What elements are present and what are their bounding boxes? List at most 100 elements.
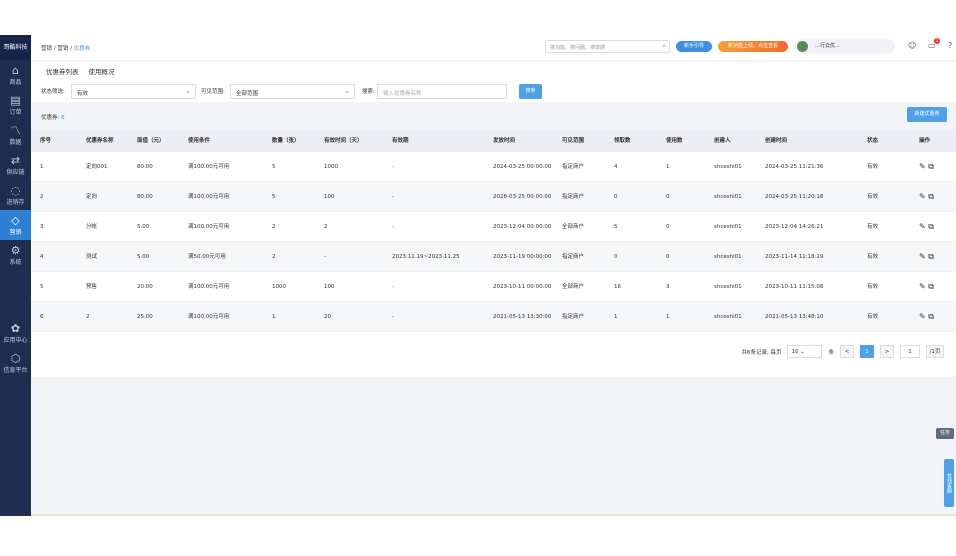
tab-usage[interactable]: 使用概况	[88, 68, 115, 76]
total-records: 共6条记录, 每页	[741, 349, 782, 356]
edit-icon[interactable]: ✎	[919, 162, 926, 171]
search-placeholder: 输入优惠券名称	[383, 91, 422, 97]
table-row: 2 定向 80.00 满100.00元可用 5 100 - 2028-03-25 00:00:…	[31, 182, 956, 212]
app: 哥酷科技 ⌂ 商品 ▤ 订单〽数据 ⇄ 供应链 ◌ 进销存 ◇ 营销 ⚙ 系统 ✿ 应用中心 ⬡ 信息平台 营…	[0, 35, 956, 516]
table-cell: 指定商户	[562, 194, 585, 200]
copy-icon[interactable]: ⧉	[928, 252, 934, 261]
copy-icon[interactable]: ⧉	[928, 192, 934, 201]
copy-icon[interactable]: ⧉	[928, 222, 934, 231]
chart-icon: 〽	[10, 123, 21, 137]
table-cell: 预售	[86, 284, 98, 290]
edit-icon[interactable]: ✎	[919, 192, 926, 201]
gear-icon: ⚙	[10, 243, 21, 257]
pagination: 共6条记录, 每页 10 ⌄ 条 < 1 > 1 /1页	[741, 344, 944, 359]
table-cell: 满100.00元可用	[188, 284, 230, 290]
help-icon[interactable]: ?	[948, 41, 953, 50]
copy-icon[interactable]: ⧉	[928, 162, 934, 171]
row-actions: ✎ ⧉	[919, 242, 934, 272]
search-icon[interactable]: ⌕	[662, 42, 666, 50]
filter-bar: 状态筛选: 有效 ⌄ 可见范围: 全部范围 ⌄ 搜索: 输入优惠券名称 搜索	[31, 80, 956, 102]
message-icon[interactable]: ▭	[928, 41, 936, 50]
table-cell: shceshi01	[714, 194, 742, 200]
sidebar-item-8[interactable]: ⬡ 信息平台	[0, 348, 31, 378]
user-name: …行云优…	[815, 43, 841, 49]
sidebar-item-3[interactable]: ⇄ 供应链	[0, 150, 31, 180]
coupon-search-input[interactable]: 输入优惠券名称	[377, 84, 507, 99]
table-cell: -	[392, 164, 394, 170]
table-cell: 2023-11-14 11:18:19	[765, 254, 824, 260]
new-coupon-button[interactable]: 新建优惠券	[907, 107, 947, 122]
breadcrumb-current: 优惠券	[73, 45, 91, 52]
edit-icon[interactable]: ✎	[919, 252, 926, 261]
page-size-select[interactable]: 10 ⌄	[787, 345, 823, 358]
row-actions: ✎ ⧉	[919, 182, 934, 212]
table-cell: shceshi01	[714, 224, 742, 230]
column-header: 状态	[867, 138, 879, 144]
breadcrumb-item[interactable]: 营销	[57, 45, 69, 52]
coupon-count-label: 优惠券:	[41, 115, 60, 121]
breadcrumb-item[interactable]: 营销	[41, 45, 53, 52]
sidebar-item-2[interactable]: 〽数据	[0, 120, 31, 150]
sidebar-item-label: 数据	[9, 138, 22, 146]
tab-bar: 优惠券列表 使用概况	[31, 62, 956, 80]
sidebar-item-label: 营销	[9, 228, 22, 236]
table-cell: 0	[614, 194, 618, 200]
next-page-button[interactable]: >	[880, 345, 894, 358]
copy-icon[interactable]: ⧉	[928, 312, 934, 321]
sidebar-item-label: 信息平台	[3, 366, 28, 374]
table-cell: 5.00	[137, 224, 150, 230]
table-cell: 有效	[867, 164, 879, 170]
sidebar-item-5[interactable]: ◇ 营销	[0, 210, 31, 240]
table-cell: shceshi01	[714, 284, 742, 290]
page-button[interactable]: 1	[860, 345, 874, 358]
column-header: 使用条件	[188, 138, 211, 144]
search-placeholder: 搜功能、搜问题、搜单据	[550, 45, 606, 51]
sidebar-item-1[interactable]: ▤ 订单	[0, 90, 31, 120]
table-cell: 2024-03-25 00:00:00	[493, 164, 552, 170]
search-button[interactable]: 搜索	[519, 84, 542, 99]
document-icon: ▤	[10, 93, 21, 107]
guide-button[interactable]: 新手引导	[676, 41, 712, 52]
new-feature-button[interactable]: 新功能上线，点击查看	[718, 41, 788, 52]
sidebar-item-6[interactable]: ⚙ 系统	[0, 240, 31, 270]
table-cell: 2028-03-25 00:00:00	[493, 194, 552, 200]
total-pages: /1页	[926, 345, 944, 358]
table-cell: 2	[324, 224, 328, 230]
table-cell: 2023.11.19~2023.11.25	[392, 254, 460, 260]
notification-badge: 1	[934, 38, 940, 44]
edit-icon[interactable]: ✎	[919, 282, 926, 291]
scope-select[interactable]: 全部范围 ⌄	[230, 84, 355, 99]
prev-page-button[interactable]: <	[840, 345, 854, 358]
global-search-input[interactable]: 搜功能、搜问题、搜单据 ⌕	[545, 40, 670, 53]
row-actions: ✎ ⧉	[919, 272, 934, 302]
column-header[interactable]: 使用数	[666, 138, 683, 144]
coupon-table: 序号 优惠券名称 面值（元） 使用条件 数量（张） 有效时间（天） 有效期 发放时间 可见范围 领…	[31, 130, 956, 377]
tab-coupon-list[interactable]: 优惠券列表	[46, 68, 79, 76]
status-select[interactable]: 有效 ⌄	[71, 84, 196, 99]
sidebar-item-0[interactable]: ⌂ 商品	[0, 60, 31, 90]
edit-icon[interactable]: ✎	[919, 312, 926, 321]
copy-icon[interactable]: ⧉	[928, 282, 934, 291]
table-cell: 2	[272, 224, 276, 230]
table-cell: 分帐	[86, 224, 98, 230]
table-cell: shceshi01	[714, 254, 742, 260]
jump-page-input[interactable]: 1	[900, 345, 920, 358]
contacts-icon[interactable]: ☺	[908, 41, 917, 50]
table-row: 6 2 25.00 满100.00元可用 1 20 - 2021-05-13 13:30:00…	[31, 302, 956, 332]
table-cell: 5	[272, 164, 276, 170]
table-cell: 有效	[867, 194, 879, 200]
task-button[interactable]: 任务	[936, 428, 954, 439]
sidebar-item-4[interactable]: ◌ 进销存	[0, 180, 31, 210]
summary-bar: 优惠券: 6 新建优惠券	[31, 106, 956, 128]
edit-icon[interactable]: ✎	[919, 222, 926, 231]
sidebar: 哥酷科技 ⌂ 商品 ▤ 订单〽数据 ⇄ 供应链 ◌ 进销存 ◇ 营销 ⚙ 系统 ✿ 应用中心 ⬡ 信息平台	[0, 35, 31, 516]
sidebar-item-7[interactable]: ✿ 应用中心	[0, 318, 31, 348]
search-label: 搜索:	[362, 89, 375, 95]
table-cell: 2023-10-11 00:00:00	[493, 284, 552, 290]
online-service-button[interactable]: 在线客服	[944, 459, 954, 507]
table-cell: 3	[40, 224, 44, 230]
table-cell: 满50.00元可用	[188, 254, 226, 260]
column-header[interactable]: 领取数	[614, 138, 631, 144]
user-menu[interactable]: …行云优…	[795, 39, 895, 54]
table-cell: 2	[40, 194, 44, 200]
